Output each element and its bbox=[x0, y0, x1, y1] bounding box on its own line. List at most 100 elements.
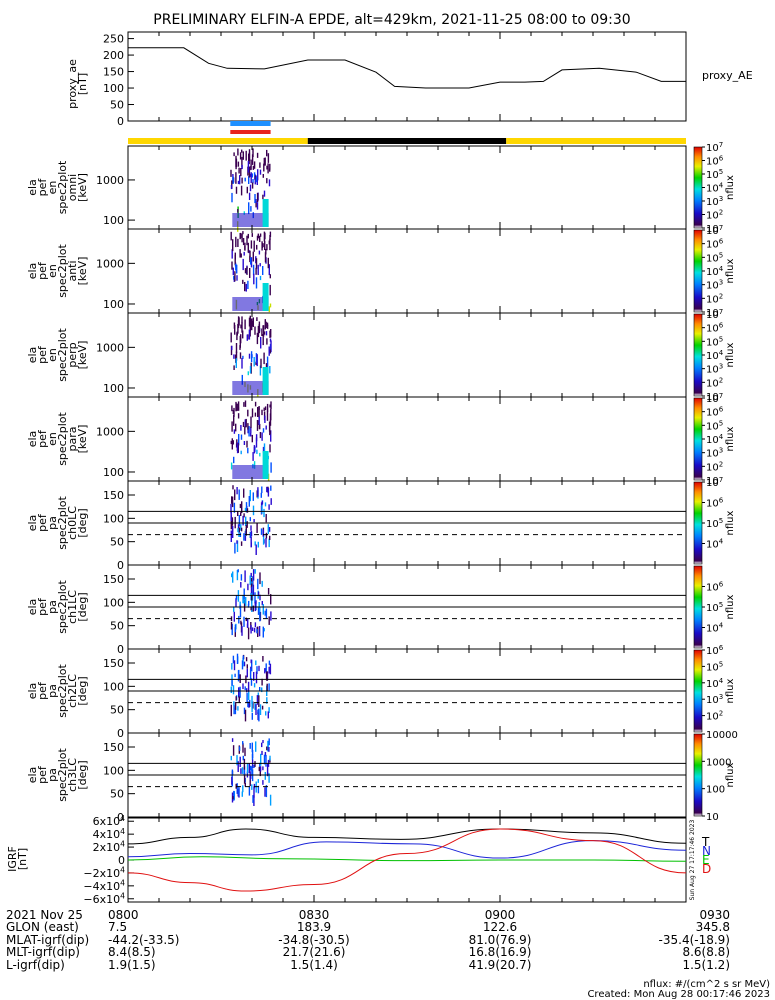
data-patch bbox=[253, 764, 255, 768]
data-patch bbox=[248, 329, 251, 340]
data-patch bbox=[238, 527, 240, 533]
data-patch bbox=[253, 683, 256, 688]
data-patch bbox=[256, 695, 259, 705]
data-patch bbox=[259, 169, 262, 175]
data-patch bbox=[248, 192, 251, 200]
data-patch bbox=[244, 686, 246, 691]
data-patch bbox=[242, 655, 244, 660]
data-patch bbox=[240, 582, 242, 588]
colorbar-tick-label: 103 bbox=[706, 447, 723, 460]
data-patch bbox=[258, 324, 260, 332]
data-patch bbox=[240, 527, 243, 532]
data-patch bbox=[267, 153, 270, 163]
data-patch bbox=[237, 407, 240, 411]
data-patch bbox=[245, 418, 247, 428]
data-patch bbox=[256, 666, 258, 675]
data-patch bbox=[230, 332, 232, 343]
data-patch bbox=[262, 446, 265, 454]
data-patch bbox=[250, 525, 252, 531]
data-patch bbox=[256, 522, 258, 533]
data-patch bbox=[251, 600, 253, 612]
data-patch bbox=[249, 668, 252, 679]
axis-mlt-value: 8.4(8.5) bbox=[108, 945, 156, 959]
data-patch bbox=[248, 176, 250, 184]
data-patch bbox=[232, 381, 269, 395]
data-patch bbox=[243, 402, 245, 407]
data-patch bbox=[252, 605, 254, 612]
colorbar-tick-label: 105 bbox=[706, 251, 723, 264]
data-patch bbox=[244, 426, 246, 435]
igrf-series-N bbox=[127, 840, 687, 859]
data-patch bbox=[246, 664, 248, 669]
colorbar-tick-label: 10 bbox=[706, 308, 719, 319]
data-patch bbox=[236, 442, 239, 454]
data-patch bbox=[249, 490, 251, 502]
data-patch bbox=[270, 485, 272, 491]
data-patch bbox=[240, 768, 242, 774]
data-patch bbox=[236, 439, 238, 447]
y-tick-label: 1000 bbox=[96, 174, 124, 187]
data-patch bbox=[231, 192, 233, 203]
data-patch bbox=[244, 319, 246, 330]
colorbar-label: nflux bbox=[725, 678, 736, 703]
data-patch bbox=[265, 425, 267, 430]
data-patch bbox=[270, 329, 272, 338]
data-patch bbox=[250, 432, 252, 437]
data-patch bbox=[251, 408, 254, 418]
data-patch bbox=[238, 746, 241, 751]
plot-title: PRELIMINARY ELFIN-A EPDE, alt=429km, 202… bbox=[153, 12, 630, 28]
colorbar-tick-label: 105 bbox=[706, 168, 723, 181]
igrf-legend-N: N bbox=[702, 844, 711, 858]
data-patch bbox=[233, 606, 235, 612]
data-patch bbox=[230, 169, 232, 177]
data-patch bbox=[254, 622, 257, 628]
data-patch bbox=[265, 532, 268, 539]
data-patch bbox=[250, 659, 252, 664]
data-patch bbox=[233, 429, 236, 434]
data-patch bbox=[246, 186, 248, 194]
spec_para-ylabel: para bbox=[66, 427, 79, 452]
data-patch bbox=[247, 681, 250, 693]
proxy-ae-frame bbox=[127, 31, 687, 122]
data-patch bbox=[247, 423, 249, 430]
pa_ch1-ylabel: spec2plot bbox=[56, 580, 69, 634]
data-patch bbox=[268, 707, 270, 713]
y-tick-label: 100 bbox=[103, 298, 124, 311]
colorbar-tick-label: 10000 bbox=[706, 730, 738, 741]
data-patch bbox=[232, 685, 235, 695]
data-patch bbox=[268, 527, 271, 532]
data-patch bbox=[267, 524, 269, 534]
data-patch bbox=[258, 695, 260, 707]
spec_anti-ylabel: en bbox=[46, 264, 59, 278]
data-patch bbox=[247, 627, 250, 640]
data-patch bbox=[239, 503, 242, 509]
data-patch bbox=[265, 663, 267, 672]
data-patch bbox=[260, 358, 262, 369]
data-patch bbox=[266, 697, 268, 704]
data-patch bbox=[259, 452, 261, 457]
data-patch bbox=[257, 709, 259, 714]
data-patch bbox=[234, 701, 237, 710]
data-patch bbox=[247, 409, 249, 417]
data-patch bbox=[269, 303, 272, 308]
data-patch bbox=[242, 151, 244, 160]
data-patch bbox=[251, 154, 254, 165]
data-patch bbox=[234, 255, 236, 265]
data-patch bbox=[268, 504, 270, 510]
data-patch bbox=[263, 443, 266, 455]
data-patch bbox=[249, 250, 251, 260]
data-patch bbox=[235, 158, 238, 167]
data-patch bbox=[236, 275, 238, 281]
data-patch bbox=[251, 784, 253, 790]
data-patch bbox=[265, 754, 267, 767]
data-patch bbox=[245, 502, 248, 513]
status-segment-eclipse bbox=[307, 138, 507, 144]
data-patch bbox=[230, 440, 232, 445]
data-patch bbox=[246, 668, 248, 678]
y-tick-label: 6x104 bbox=[93, 814, 126, 828]
data-patch bbox=[269, 444, 271, 453]
data-patch bbox=[270, 611, 272, 621]
data-patch bbox=[230, 345, 233, 356]
